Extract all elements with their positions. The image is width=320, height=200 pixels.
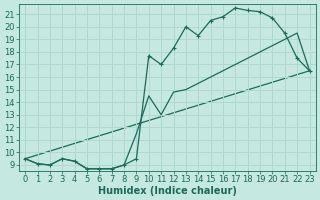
X-axis label: Humidex (Indice chaleur): Humidex (Indice chaleur) <box>98 186 237 196</box>
